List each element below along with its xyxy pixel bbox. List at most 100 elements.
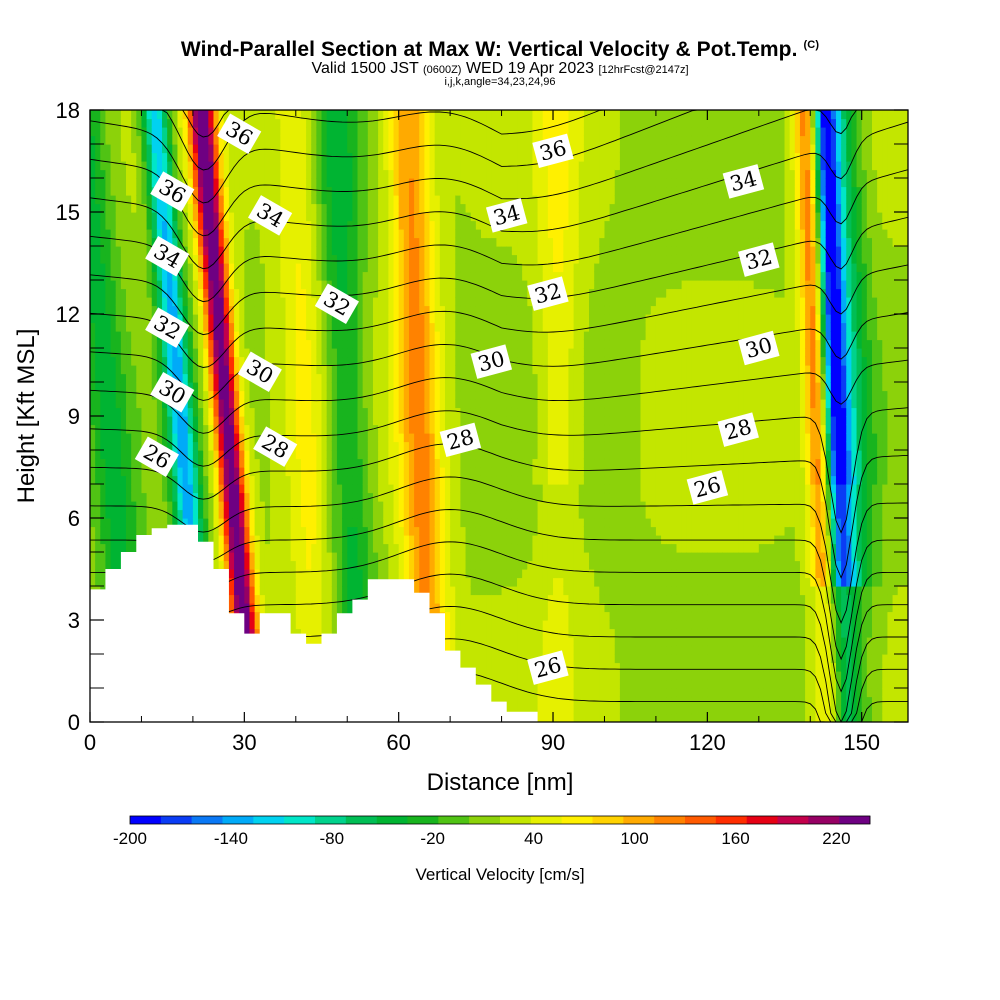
field-cell xyxy=(264,560,271,570)
field-cell xyxy=(172,407,179,417)
field-cell xyxy=(239,331,245,341)
field-cell xyxy=(352,178,359,188)
field-cell xyxy=(316,475,323,485)
field-cell xyxy=(285,339,292,349)
field-cell xyxy=(249,560,256,570)
field-cell xyxy=(136,407,143,417)
field-cell xyxy=(203,365,209,375)
field-cell xyxy=(306,314,312,324)
field-cell xyxy=(264,501,271,511)
field-cell xyxy=(136,246,143,256)
field-cell xyxy=(372,518,379,528)
field-cell xyxy=(316,118,323,128)
field-cell xyxy=(244,577,251,587)
field-cell xyxy=(100,314,107,324)
field-cell xyxy=(275,518,281,528)
field-cell xyxy=(300,144,307,154)
field-cell xyxy=(280,127,287,137)
field-cell xyxy=(223,305,230,315)
field-cell xyxy=(192,288,199,298)
field-cell xyxy=(295,594,302,604)
field-cell xyxy=(172,509,179,519)
field-cell xyxy=(357,135,364,145)
field-cell xyxy=(151,331,158,341)
field-cell xyxy=(321,254,328,264)
field-cell xyxy=(120,246,127,256)
field-cell xyxy=(316,263,323,273)
field-cell xyxy=(429,433,436,443)
field-cell xyxy=(172,501,179,511)
field-cell xyxy=(362,118,369,128)
field-cell xyxy=(126,331,132,341)
field-cell xyxy=(203,288,209,298)
field-cell xyxy=(439,501,446,511)
field-cell xyxy=(115,110,122,120)
field-cell xyxy=(162,229,168,239)
field-cell xyxy=(295,297,302,307)
field-cell xyxy=(403,127,410,137)
field-cell xyxy=(203,144,209,154)
field-cell xyxy=(249,229,256,239)
field-cell xyxy=(378,467,384,477)
field-cell xyxy=(100,161,107,171)
field-cell xyxy=(424,169,431,179)
field-cell xyxy=(403,390,410,400)
field-cell xyxy=(146,110,153,120)
field-cell xyxy=(311,348,317,358)
field-cell xyxy=(331,458,338,468)
field-cell xyxy=(177,339,184,349)
field-cell xyxy=(429,297,436,307)
field-cell xyxy=(372,127,379,137)
field-cell xyxy=(280,195,287,205)
field-cell xyxy=(439,594,446,604)
field-cell xyxy=(306,441,312,451)
field-cell xyxy=(403,543,410,553)
field-cell xyxy=(439,577,446,587)
field-cell xyxy=(105,322,112,332)
field-cell xyxy=(90,229,96,239)
field-cell xyxy=(172,288,179,298)
field-cell xyxy=(311,212,317,222)
field-cell xyxy=(141,424,148,434)
field-cell xyxy=(223,509,230,519)
field-cell xyxy=(378,331,384,341)
field-cell xyxy=(249,152,256,162)
field-cell xyxy=(259,416,266,426)
field-cell xyxy=(290,220,297,230)
field-cell xyxy=(378,518,384,528)
field-cell xyxy=(198,458,204,468)
field-cell xyxy=(434,144,441,154)
field-cell xyxy=(342,229,348,239)
field-cell xyxy=(347,288,353,298)
field-cell xyxy=(270,356,276,366)
field-cell xyxy=(177,433,184,443)
field-cell xyxy=(295,161,302,171)
field-cell xyxy=(347,322,353,332)
field-cell xyxy=(429,484,436,494)
field-cell xyxy=(316,365,323,375)
field-cell xyxy=(177,229,184,239)
field-cell xyxy=(336,161,343,171)
field-cell xyxy=(398,501,405,511)
field-cell xyxy=(254,237,261,247)
field-cell xyxy=(172,152,179,162)
field-cell xyxy=(264,526,271,536)
field-cell xyxy=(352,169,359,179)
field-cell xyxy=(203,399,209,409)
field-cell xyxy=(331,152,338,162)
field-cell xyxy=(136,390,143,400)
field-cell xyxy=(95,569,101,579)
field-cell xyxy=(187,356,194,366)
field-cell xyxy=(388,424,395,434)
field-cell xyxy=(120,263,127,273)
field-cell xyxy=(208,144,215,154)
field-cell xyxy=(321,416,328,426)
field-cell xyxy=(162,280,168,290)
field-cell xyxy=(306,620,312,630)
field-cell xyxy=(136,526,143,536)
field-cell xyxy=(352,569,359,579)
field-cell xyxy=(393,560,400,570)
field-cell xyxy=(90,127,96,137)
field-cell xyxy=(408,526,415,536)
field-cell xyxy=(300,314,307,324)
